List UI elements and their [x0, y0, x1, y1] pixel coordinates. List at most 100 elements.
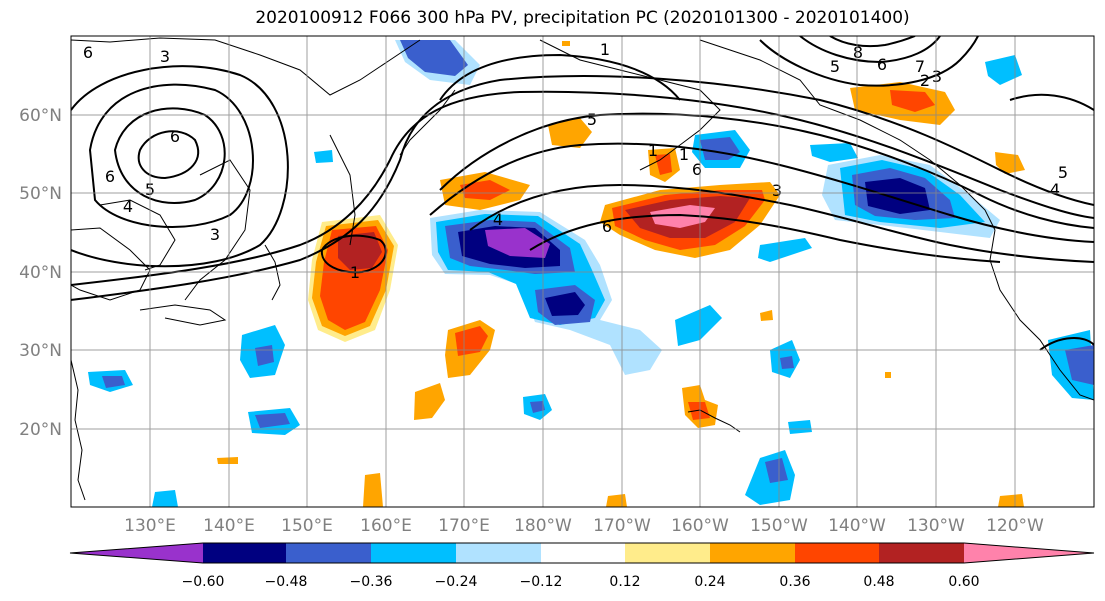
- contour-label: 6: [877, 55, 887, 74]
- longitude-label: 130°E: [124, 516, 176, 536]
- longitude-label: 150°W: [750, 516, 808, 536]
- pv-contour: [469, 183, 1094, 263]
- contour-label: 3: [772, 181, 782, 200]
- precip-region: [995, 152, 1025, 174]
- pv-contour: [1009, 93, 1094, 111]
- colorbar-tick-label: 0.48: [863, 574, 894, 590]
- latitude-label: 20°N: [19, 420, 62, 440]
- map-plot-area: 6 3 6 5 6 4 1 3 5 1 4 6 3 1 1 6 8 6 5 5 …: [71, 36, 1094, 507]
- contour-label: 7: [915, 57, 925, 76]
- coastline: [399, 89, 456, 156]
- longitude-label: 120°W: [986, 516, 1044, 536]
- map-title: 2020100912 F066 300 hPa PV, precipitatio…: [255, 8, 910, 28]
- precip-region: [548, 118, 592, 148]
- longitude-label: 180°W: [514, 516, 572, 536]
- pv-contour: [429, 142, 1094, 243]
- contour-label: 5: [587, 110, 597, 129]
- colorbar-segment: [625, 543, 710, 563]
- contour-label: 6: [602, 217, 612, 236]
- precip-region: [102, 376, 125, 388]
- coastline: [71, 37, 421, 96]
- longitude-label: 140°E: [203, 516, 255, 536]
- contour-label: 3: [160, 47, 170, 66]
- longitude-label: 160°E: [360, 516, 412, 536]
- precip-region: [788, 420, 812, 434]
- pv-contour: [759, 36, 979, 87]
- precip-region: [530, 401, 545, 413]
- precip-region: [545, 292, 585, 316]
- colorbar-tick-label: 0.60: [948, 574, 979, 590]
- precip-region: [865, 178, 930, 214]
- colorbar-segment: [371, 543, 456, 563]
- colorbar-tick-label: −0.48: [265, 574, 308, 590]
- longitude-label: 150°E: [281, 516, 333, 536]
- contour-label: 4: [123, 197, 133, 216]
- pv-contour: [529, 213, 1001, 263]
- pv-contour: [113, 107, 226, 204]
- pv-contours: [71, 36, 1094, 351]
- precip-region: [985, 55, 1022, 85]
- contour-label: 1: [679, 145, 689, 164]
- colorbar-segment: [456, 543, 541, 563]
- coastline: [539, 39, 721, 171]
- latitude-label: 40°N: [19, 263, 62, 283]
- precip-region: [650, 205, 715, 228]
- colorbar-segment: [286, 543, 371, 563]
- map-gridlines: [71, 36, 1094, 507]
- precip-region: [655, 154, 672, 175]
- contour-label: 6: [105, 167, 115, 186]
- contour-label: 5: [830, 57, 840, 76]
- colorbar-tick-label: −0.12: [520, 574, 563, 590]
- precip-region: [314, 150, 333, 163]
- precip-region: [780, 356, 794, 369]
- precip-region: [460, 180, 510, 200]
- pv-contour: [71, 90, 1094, 286]
- pv-contour: [71, 75, 1094, 301]
- coastline: [989, 229, 1094, 401]
- precip-region: [455, 326, 488, 356]
- coastline: [71, 359, 86, 501]
- pv-contour: [320, 234, 387, 274]
- precip-region: [255, 413, 290, 428]
- contour-label: 6: [83, 43, 93, 62]
- longitude-labels: 130°E 140°E 150°E 160°E 170°E 180°W 170°…: [124, 516, 1044, 536]
- colorbar-segment: [203, 543, 286, 563]
- longitude-label: 130°W: [907, 516, 965, 536]
- coastline: [687, 409, 741, 433]
- colorbar-segment: [879, 543, 964, 563]
- precip-region: [363, 473, 383, 507]
- precip-region: [338, 232, 382, 270]
- colorbar-segments: [69, 542, 1095, 564]
- precip-region: [885, 372, 891, 378]
- longitude-label: 170°W: [593, 516, 651, 536]
- precip-region: [890, 90, 935, 112]
- longitude-label: 140°W: [828, 516, 886, 536]
- coastline: [71, 227, 151, 301]
- colorbar-tick-label: 0.24: [694, 574, 725, 590]
- coastline: [184, 159, 251, 301]
- coastline: [699, 39, 996, 231]
- latitude-label: 50°N: [19, 184, 62, 204]
- precip-region: [152, 490, 178, 507]
- contour-label: 4: [493, 210, 503, 229]
- contour-label: 8: [853, 43, 863, 62]
- latitude-label: 60°N: [19, 106, 62, 126]
- precip-region: [562, 41, 570, 46]
- contour-label: 1: [648, 141, 658, 160]
- precip-region: [400, 40, 468, 76]
- contour-label: 5: [1058, 163, 1068, 182]
- colorbar-tick-labels: −0.60 −0.48 −0.36 −0.24 −0.12 0.12 0.24 …: [182, 574, 980, 590]
- pv-contour: [439, 112, 1094, 229]
- precip-region: [217, 457, 238, 464]
- colorbar-extend-low: [70, 543, 203, 563]
- longitude-label: 160°W: [671, 516, 729, 536]
- pv-contour: [88, 83, 254, 228]
- colorbar-outline: [69, 542, 1095, 564]
- precip-region: [414, 383, 445, 420]
- latitude-labels: 60°N 50°N 40°N 30°N 20°N: [19, 106, 62, 440]
- precip-region: [1065, 345, 1094, 385]
- colorbar-tick-label: 0.36: [779, 574, 810, 590]
- colorbar-tick-label: −0.24: [435, 574, 478, 590]
- precip-region: [688, 402, 710, 420]
- colorbar-segment: [541, 543, 625, 563]
